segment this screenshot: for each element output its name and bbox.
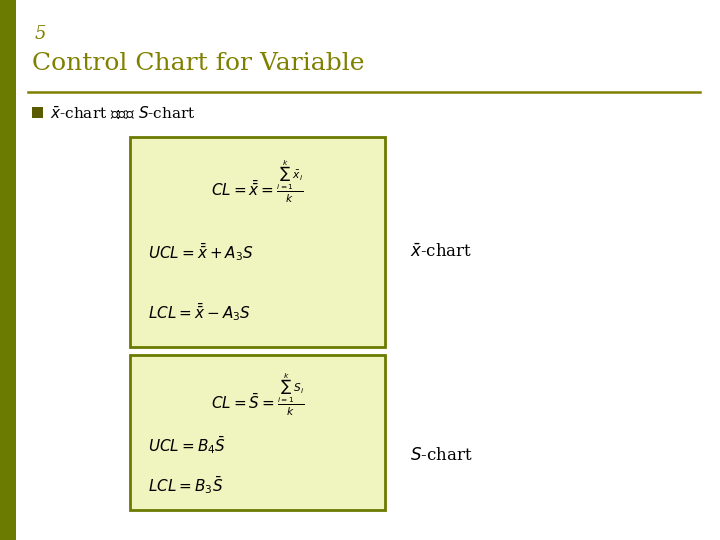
FancyBboxPatch shape xyxy=(130,137,385,347)
Text: $\bar{x}$-chart: $\bar{x}$-chart xyxy=(410,244,472,261)
Text: $UCL = \bar{\bar{x}} + A_3 S$: $UCL = \bar{\bar{x}} + A_3 S$ xyxy=(148,241,253,263)
Bar xyxy=(0,0,16,540)
Text: $LCL = B_3 \bar{S}$: $LCL = B_3 \bar{S}$ xyxy=(148,474,223,496)
Text: $\bar{x}$-chart และ $S$-chart: $\bar{x}$-chart และ $S$-chart xyxy=(50,105,196,122)
Text: $CL = \bar{\bar{x}} = \frac{\sum_{i=1}^{k} \bar{x}_i}{k}$: $CL = \bar{\bar{x}} = \frac{\sum_{i=1}^{… xyxy=(211,159,304,205)
Text: $LCL = \bar{\bar{x}} - A_3 S$: $LCL = \bar{\bar{x}} - A_3 S$ xyxy=(148,301,251,323)
Text: $UCL = B_4 \bar{S}$: $UCL = B_4 \bar{S}$ xyxy=(148,434,226,456)
Text: $S$-chart: $S$-chart xyxy=(410,447,472,464)
FancyBboxPatch shape xyxy=(130,355,385,510)
Text: Control Chart for Variable: Control Chart for Variable xyxy=(32,52,364,75)
Bar xyxy=(32,107,43,118)
Text: $CL = \bar{S} = \frac{\sum_{i=1}^{k} S_i}{k}$: $CL = \bar{S} = \frac{\sum_{i=1}^{k} S_i… xyxy=(211,372,305,418)
Text: 5: 5 xyxy=(35,25,47,43)
